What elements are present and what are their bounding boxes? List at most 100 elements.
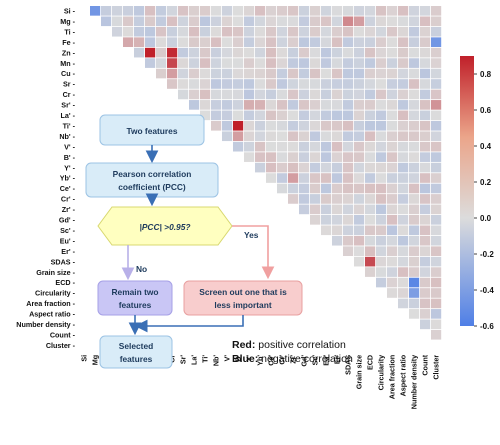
heatmap-cell-5-32 [431,58,442,68]
heatmap-cell-1-31 [420,16,431,27]
heatmap-cell-10-13 [222,110,233,121]
heatmap-cell-12-22 [321,131,332,142]
row-label-25: Grain size - [36,268,75,277]
heatmap-cell-0-16 [255,6,266,16]
heatmap-cell-0-26 [365,6,376,16]
row-label-23: Er' - [61,247,75,256]
heatmap-cell-0-25 [354,6,365,16]
heatmap-cell-1-7 [156,16,167,27]
heatmap-cell-0-17 [266,6,277,16]
heatmap-cell-9-31 [420,100,431,110]
heatmap-cell-14-20 [299,152,310,162]
row-label-20: Gd' - [59,216,76,225]
heatmap-cell-13-21 [310,141,321,152]
heatmap-cell-14-28 [387,152,398,162]
heatmap-cell-4-24 [343,47,354,58]
heatmap-cell-1-9 [178,16,189,27]
heatmap-cell-21-26 [365,225,376,236]
heatmap-cell-17-28 [387,183,398,194]
heatmap-cell-1-28 [387,16,398,27]
heatmap-cell-10-31 [420,110,431,121]
heatmap-cell-24-25 [354,256,365,267]
heatmap-cell-16-24 [343,173,354,183]
heatmap-cell-26-28 [387,277,398,288]
heatmap-cell-7-16 [255,79,266,89]
heatmap-cell-17-21 [310,183,321,194]
heatmap-cell-16-31 [420,173,431,183]
colorbar-tick-label-3: 0.2 [480,178,492,187]
heatmap-cell-1-19 [288,16,299,27]
col-label-11: Ti' [201,355,210,363]
heatmap-cell-18-23 [332,194,343,204]
heatmap-cell-2-14 [233,26,244,37]
heatmap-cell-15-25 [354,162,365,173]
heatmap-cell-23-29 [398,246,409,256]
heatmap-cell-6-17 [266,68,277,79]
heatmap-cell-9-27 [376,100,387,110]
col-label-10: La' [190,355,199,365]
heatmap-cell-17-26 [365,183,376,194]
colorbar-tick-label-0: 0.8 [480,70,492,79]
heatmap-cell-12-23 [332,131,343,142]
heatmap-cell-1-26 [365,16,376,27]
heatmap-cell-5-9 [178,58,189,68]
col-label-32: Cluster [432,355,441,380]
heatmap-cell-27-31 [420,288,431,298]
heatmap-cell-4-10 [189,47,200,58]
row-label-2: Ti - [64,27,75,36]
heatmap-cell-19-27 [376,204,387,215]
heatmap-cell-0-24 [343,6,354,16]
heatmap-cell-9-17 [266,100,277,110]
heatmap-cell-16-32 [431,173,442,183]
heatmap-cell-2-9 [178,26,189,37]
heatmap-cell-10-26 [365,110,376,121]
heatmap-cell-11-19 [288,120,299,131]
heatmap-cell-14-19 [288,152,299,162]
heatmap-cell-6-23 [332,68,343,79]
edge-yes-label: Yes [244,230,259,240]
heatmap-cell-8-17 [266,89,277,100]
heatmap-cell-16-20 [299,173,310,183]
heatmap-cell-17-23 [332,183,343,194]
row-label-26: ECD - [55,278,75,287]
heatmap-cell-2-31 [420,26,431,37]
heatmap-cell-17-19 [288,183,299,194]
heatmap-cell-12-31 [420,131,431,142]
row-label-16: Yb' - [60,174,76,183]
heatmap-cell-16-21 [310,173,321,183]
heatmap-cell-27-29 [398,288,409,298]
heatmap-cell-15-16 [255,162,266,173]
heatmap-cell-3-4 [123,37,134,47]
heatmap-cell-8-28 [387,89,398,100]
row-label-18: Cr' - [61,195,76,204]
heatmap-cell-13-27 [376,141,387,152]
heatmap-cell-17-20 [299,183,310,194]
heatmap-cell-6-18 [277,68,288,79]
heatmap-cell-9-22 [321,100,332,110]
heatmap-cell-21-23 [332,225,343,236]
heatmap-cell-9-32 [431,100,442,110]
heatmap-cell-13-31 [420,141,431,152]
heatmap-cell-10-11 [200,110,211,121]
heatmap-cell-0-29 [398,6,409,16]
colorbar-tick-label-4: 0.0 [480,214,492,223]
heatmap-cell-1-14 [233,16,244,27]
heatmap-cell-21-30 [409,225,420,236]
heatmap-cell-0-31 [420,6,431,16]
colorbar [460,56,474,326]
heatmap-cell-9-20 [299,100,310,110]
row-label-30: Number density - [16,320,75,329]
legend-note-blue-key: Blue: [232,353,258,365]
heatmap-cell-0-11 [200,6,211,16]
heatmap-cell-2-30 [409,26,420,37]
heatmap-cell-10-14 [233,110,244,121]
heatmap-cell-14-27 [376,152,387,162]
heatmap-cells [90,6,442,340]
heatmap-cell-11-28 [387,120,398,131]
heatmap-cell-9-28 [387,100,398,110]
heatmap-cell-18-25 [354,194,365,204]
heatmap-cell-5-7 [156,58,167,68]
heatmap-cell-14-30 [409,152,420,162]
heatmap-cell-27-30 [409,288,420,298]
heatmap-cell-18-31 [420,194,431,204]
